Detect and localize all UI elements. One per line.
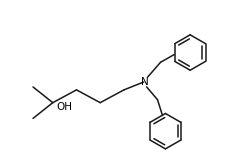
Text: N: N [141,77,148,87]
Text: OH: OH [57,102,73,112]
